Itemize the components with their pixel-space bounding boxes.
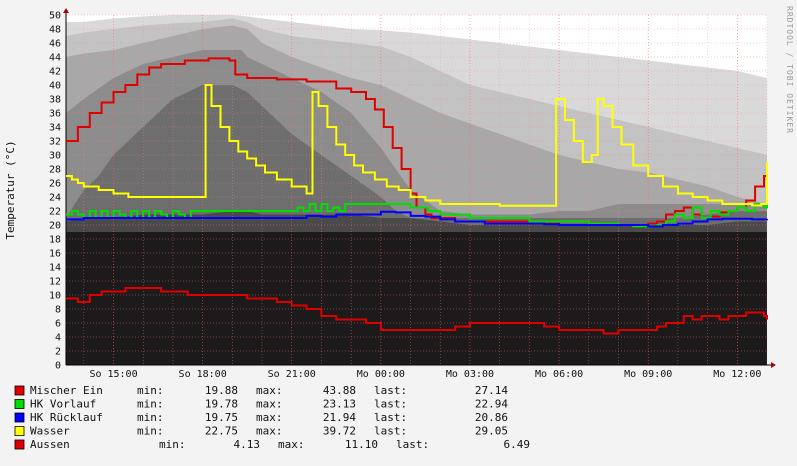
series-line-aussen	[66, 287, 768, 335]
y-tick-label: 12	[49, 277, 61, 288]
legend-last-label: last:	[396, 438, 429, 451]
y-tick-label: 38	[49, 95, 61, 106]
legend-swatch	[14, 426, 25, 436]
legend-min-label: min:	[137, 384, 164, 397]
legend-last-value: 6.49	[504, 438, 531, 451]
series-line-mischer-ein	[66, 57, 768, 226]
y-tick-label: 34	[49, 123, 61, 134]
y-tick-label: 26	[49, 179, 61, 190]
legend-min-value: 4.13	[234, 438, 261, 451]
x-tick-label: Mo 00:00	[357, 369, 405, 380]
y-tick-label: 18	[49, 235, 61, 246]
x-tick-label: Mo 09:00	[624, 369, 672, 380]
legend-swatch	[14, 385, 25, 396]
x-tick-label: So 21:00	[268, 369, 316, 380]
legend-max-label: max:	[256, 398, 283, 411]
y-tick-label: 8	[55, 305, 61, 316]
legend-last-label: last:	[374, 398, 407, 411]
y-tick-label: 42	[49, 67, 61, 78]
y-tick-label: 32	[49, 137, 61, 148]
y-tick-label: 2	[55, 347, 61, 358]
legend-min-label: min:	[159, 438, 186, 451]
y-tick-label: 22	[49, 207, 61, 218]
y-tick-label: 48	[49, 25, 61, 36]
legend-last-value: 29.05	[475, 425, 508, 438]
watermark: RRDTOOL / TOBI OETIKER	[785, 6, 794, 134]
legend-last-label: last:	[374, 425, 407, 438]
x-tick-label: Mo 06:00	[535, 369, 583, 380]
series-line-hk-vorlauf	[66, 203, 768, 228]
y-tick-label: 10	[49, 291, 61, 302]
legend-max-label: max:	[256, 384, 283, 397]
legend-swatch	[14, 412, 25, 423]
legend-max-value: 11.10	[345, 438, 378, 451]
y-tick-label: 46	[49, 39, 61, 50]
legend-max-value: 23.13	[323, 398, 356, 411]
legend: Mischer Ein min: 19.88 max: 43.88 last: 27.14 H…	[14, 384, 531, 451]
legend-max-value: 21.94	[323, 411, 356, 424]
legend-min-label: min:	[137, 425, 164, 438]
y-tick-label: 6	[55, 319, 61, 330]
y-tick-label: 14	[49, 263, 61, 274]
x-tick-label: So 18:00	[179, 369, 227, 380]
x-axis-arrow	[771, 362, 776, 368]
x-tick-label: Mo 12:00	[713, 369, 761, 380]
legend-swatch	[14, 399, 25, 409]
y-tick-label: 50	[49, 11, 61, 22]
y-tick-label: 20	[49, 221, 61, 232]
y-tick-label: 4	[55, 333, 61, 344]
legend-name: Aussen	[30, 438, 70, 451]
y-tick-label: 0	[55, 361, 61, 372]
range-band-6	[66, 232, 767, 365]
y-axis-label: Temperatur (°C)	[4, 140, 17, 239]
legend-last-value: 27.14	[475, 384, 508, 397]
legend-min-value: 19.78	[205, 398, 238, 411]
series-line-hk-r-cklauf	[66, 210, 768, 228]
legend-name: Wasser	[30, 425, 70, 438]
legend-last-label: last:	[374, 411, 407, 424]
y-tick-label: 44	[49, 53, 61, 64]
legend-swatch	[14, 439, 25, 450]
legend-max-label: max:	[278, 438, 305, 451]
y-tick-label: 30	[49, 151, 61, 162]
y-tick-label: 24	[49, 193, 61, 204]
series-line-wasser	[66, 84, 768, 207]
legend-last-value: 22.94	[475, 398, 508, 411]
legend-name: HK Vorlauf	[30, 398, 96, 411]
x-tick-label: Mo 03:00	[446, 369, 494, 380]
y-tick-label: 36	[49, 109, 61, 120]
legend-min-label: min:	[137, 398, 164, 411]
legend-max-value: 39.72	[323, 425, 356, 438]
legend-name: HK Rücklauf	[30, 411, 103, 424]
plot-area: 0246810121416182022242628303234363840424…	[49, 8, 776, 380]
legend-min-value: 19.75	[205, 411, 238, 424]
y-tick-label: 40	[49, 81, 61, 92]
legend-min-label: min:	[137, 411, 164, 424]
legend-last-value: 20.86	[475, 411, 508, 424]
y-axis-arrow	[63, 8, 69, 13]
legend-last-label: last:	[374, 384, 407, 397]
legend-min-value: 19.88	[205, 384, 238, 397]
legend-name: Mischer Ein	[30, 384, 103, 397]
x-tick-label: So 15:00	[89, 369, 137, 380]
legend-max-value: 43.88	[323, 384, 356, 397]
legend-max-label: max:	[256, 411, 283, 424]
y-tick-label: 28	[49, 165, 61, 176]
y-tick-label: 16	[49, 249, 61, 260]
legend-max-label: max:	[256, 425, 283, 438]
legend-min-value: 22.75	[205, 425, 238, 438]
